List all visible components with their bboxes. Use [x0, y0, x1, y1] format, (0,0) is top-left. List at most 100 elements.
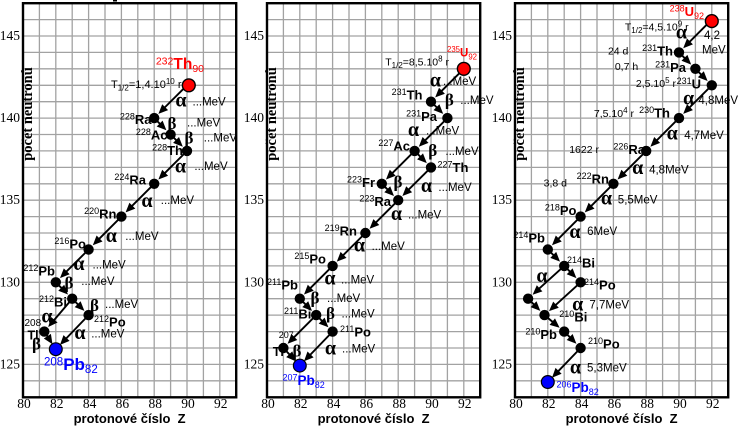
svg-text:α: α	[41, 306, 52, 328]
svg-text:...MeV: ...MeV	[327, 293, 361, 305]
svg-text:7,7MeV: 7,7MeV	[589, 300, 629, 312]
svg-text:211Pb: 211Pb	[267, 277, 298, 293]
svg-text:80: 80	[17, 396, 31, 411]
svg-text:...MeV: ...MeV	[193, 97, 227, 109]
svg-text:α: α	[683, 88, 694, 110]
svg-text:24 d: 24 d	[608, 46, 629, 58]
svg-text:T1/2=1,4.1010 r: T1/2=1,4.1010 r	[111, 77, 182, 93]
svg-text:227Ac: 227Ac	[378, 138, 410, 154]
svg-text:86: 86	[116, 396, 130, 411]
svg-text:...MeV: ...MeV	[204, 133, 238, 145]
svg-text:207: 207	[279, 330, 294, 340]
svg-text:6MeV: 6MeV	[587, 226, 617, 238]
svg-text:218Po: 218Po	[545, 203, 577, 219]
svg-text:3,8 d: 3,8 d	[544, 178, 568, 190]
svg-text:α: α	[73, 253, 84, 275]
svg-text:219Rn: 219Rn	[325, 223, 357, 239]
svg-text:86: 86	[360, 396, 374, 411]
svg-text:92: 92	[706, 396, 720, 411]
svg-text:β: β	[445, 91, 454, 110]
svg-text:...MeV: ...MeV	[91, 329, 125, 341]
svg-text:α: α	[572, 294, 583, 316]
svg-text:140: 140	[0, 110, 20, 125]
svg-text:β: β	[32, 335, 41, 354]
svg-text:...MeV: ...MeV	[443, 76, 477, 88]
svg-text:145: 145	[244, 28, 265, 43]
svg-text:α: α	[408, 119, 419, 141]
svg-text:...MeV: ...MeV	[93, 260, 127, 272]
svg-text:212Bi: 212Bi	[39, 294, 67, 310]
svg-text:231U: 231U	[677, 76, 701, 92]
svg-text:...MeV: ...MeV	[372, 241, 406, 253]
svg-text:α: α	[325, 338, 336, 360]
svg-text:β: β	[394, 173, 403, 192]
svg-text:5,5MeV: 5,5MeV	[618, 195, 658, 207]
svg-text:86: 86	[608, 396, 622, 411]
svg-text:...MeV: ...MeV	[81, 276, 115, 288]
svg-text:4,8MeV: 4,8MeV	[649, 165, 689, 177]
svg-text:82: 82	[50, 396, 64, 411]
svg-text:230Th: 230Th	[639, 105, 670, 121]
svg-text:80: 80	[261, 396, 275, 411]
svg-text:α: α	[391, 203, 402, 225]
svg-text:4,2: 4,2	[704, 30, 720, 42]
svg-text:145: 145	[492, 28, 513, 43]
svg-text:231Pa: 231Pa	[406, 109, 438, 125]
svg-text:211Bi: 211Bi	[284, 306, 311, 322]
svg-text:...MeV: ...MeV	[342, 309, 376, 321]
svg-text:82: 82	[542, 396, 556, 411]
svg-text:α: α	[632, 157, 643, 179]
svg-text:228Ra: 228Ra	[120, 112, 152, 128]
svg-text:β: β	[65, 274, 74, 293]
svg-text:...MeV: ...MeV	[105, 299, 139, 311]
svg-text:90: 90	[425, 396, 439, 411]
svg-text:232Th90: 232Th90	[156, 56, 204, 75]
svg-text:β: β	[326, 304, 335, 323]
svg-text:α: α	[676, 22, 687, 44]
svg-text:84: 84	[83, 396, 97, 411]
svg-text:...MeV: ...MeV	[341, 275, 375, 287]
svg-text:212Po: 212Po	[94, 314, 126, 330]
svg-text:α: α	[536, 265, 547, 287]
svg-text:Tl: Tl	[28, 329, 39, 343]
svg-text:92: 92	[458, 396, 472, 411]
svg-text:...MeV: ...MeV	[426, 126, 460, 138]
svg-text:5,3MeV: 5,3MeV	[587, 363, 627, 375]
svg-text:α: α	[601, 188, 612, 210]
svg-text:7,5.104 r: 7,5.104 r	[594, 106, 635, 120]
svg-text:88: 88	[640, 396, 654, 411]
svg-text:...MeV: ...MeV	[445, 146, 479, 158]
svg-text:α: α	[175, 90, 186, 112]
svg-text:Tl: Tl	[273, 345, 284, 359]
svg-text:224Ra: 224Ra	[114, 172, 146, 188]
svg-text:140: 140	[492, 110, 513, 125]
svg-text:125: 125	[244, 356, 265, 371]
svg-text:protonové číslo Z: protonové číslo Z	[566, 411, 678, 426]
svg-text:210Bi: 210Bi	[559, 309, 587, 325]
svg-text:238U92: 238U92	[670, 4, 704, 21]
svg-text:222Rn: 222Rn	[577, 171, 609, 187]
svg-text:...MeV: ...MeV	[438, 182, 472, 194]
svg-text:227Th: 227Th	[438, 160, 469, 176]
svg-text:α: α	[175, 156, 186, 178]
svg-text:α: α	[569, 221, 580, 243]
svg-text:211Po: 211Po	[340, 324, 371, 340]
svg-text:231Pa: 231Pa	[655, 60, 687, 76]
svg-text:počet neutronů: počet neutronů	[512, 67, 528, 161]
svg-text:214Pb: 214Pb	[513, 230, 545, 246]
svg-text:212Pb: 212Pb	[23, 263, 55, 279]
svg-text:β: β	[293, 342, 302, 361]
svg-text:125: 125	[0, 356, 20, 371]
svg-text:82: 82	[294, 396, 308, 411]
svg-text:210Pb: 210Pb	[525, 327, 557, 343]
svg-text:235U92: 235U92	[447, 45, 477, 61]
svg-text:MeV: MeV	[702, 45, 726, 57]
svg-text:0,7 h: 0,7 h	[615, 61, 639, 73]
svg-text:β: β	[168, 114, 177, 133]
svg-text:...MeV: ...MeV	[187, 118, 221, 130]
svg-text:...MeV: ...MeV	[342, 344, 376, 356]
svg-text:2,5.105 r: 2,5.105 r	[636, 76, 677, 90]
svg-text:226Ra: 226Ra	[613, 142, 645, 158]
svg-text:130: 130	[492, 274, 513, 289]
svg-text:...MeV: ...MeV	[408, 210, 442, 222]
